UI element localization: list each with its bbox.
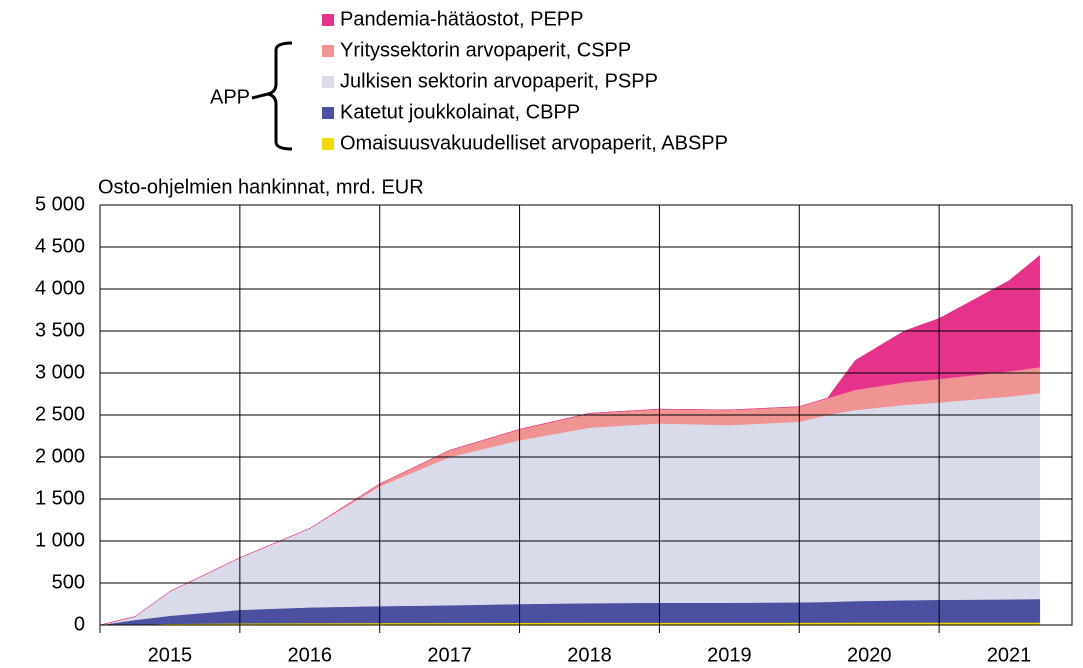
legend-swatch: [322, 76, 334, 88]
legend-swatch: [322, 45, 334, 57]
x-tick-label: 2020: [847, 644, 892, 666]
x-tick-label: 2019: [707, 644, 752, 666]
y-tick-label: 4 500: [35, 235, 85, 257]
x-tick-label: 2021: [987, 644, 1032, 666]
legend-swatch: [322, 138, 334, 150]
legend-label: Pandemia-hätäostot, PEPP: [340, 8, 583, 30]
plot-frame: [99, 204, 1073, 626]
y-tick-label: 3 000: [35, 361, 85, 383]
legend-label: Yrityssektorin arvopaperit, CSPP: [340, 39, 631, 61]
y-tick-label: 5 000: [35, 193, 85, 215]
y-tick-label: 3 500: [35, 319, 85, 341]
y-tick-label: 1 000: [35, 529, 85, 551]
x-tick-label: 2017: [427, 644, 472, 666]
y-tick-label: 2 000: [35, 445, 85, 467]
x-tick-label: 2016: [288, 644, 333, 666]
legend-label: Julkisen sektorin arvopaperit, PSPP: [340, 70, 658, 92]
legend-swatch: [322, 107, 334, 119]
y-tick-label: 0: [74, 613, 85, 635]
legend-label: Omaisuusvakuudelliset arvopaperit, ABSPP: [340, 132, 728, 154]
legend-label: Katetut joukkolainat, CBPP: [340, 101, 580, 123]
y-tick-label: 500: [52, 571, 85, 593]
legend-group-label: APP: [210, 86, 250, 108]
legend-bracket: [251, 41, 293, 151]
y-axis-label: Osto-ohjelmien hankinnat, mrd. EUR: [98, 176, 424, 198]
area: [99, 254, 1041, 626]
y-tick-label: 4 000: [35, 277, 85, 299]
x-tick-label: 2015: [148, 644, 193, 666]
y-tick-label: 1 500: [35, 487, 85, 509]
y-tick-label: 2 500: [35, 403, 85, 425]
legend-swatch: [322, 14, 334, 26]
x-tick-label: 2018: [567, 644, 612, 666]
